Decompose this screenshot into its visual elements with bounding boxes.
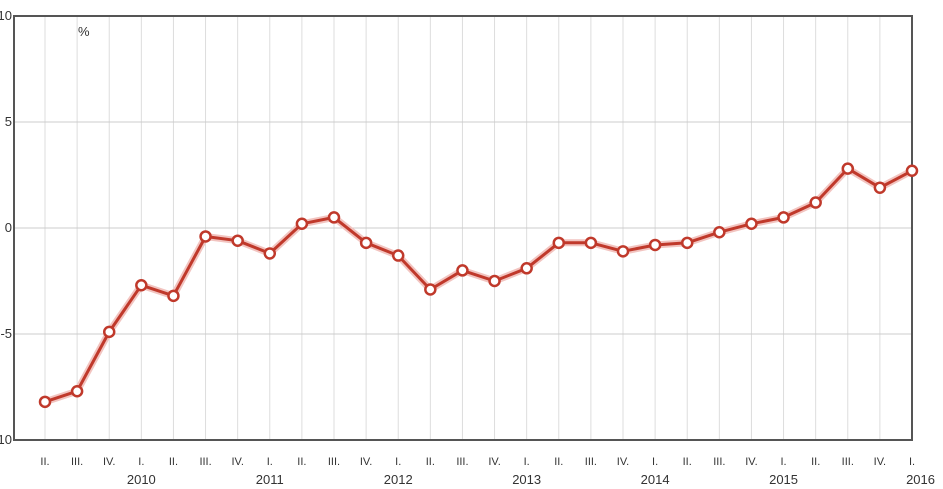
x-tick-label: III. [842,456,854,468]
x-tick-label: I. [395,456,401,468]
data-point [231,234,244,247]
data-point [102,325,116,339]
y-tick-label: -10 [0,432,12,447]
x-axis-year-ticks: 2010 2011 2012 2013 2014 2015 2016 [127,472,935,487]
data-point [424,283,437,296]
series-points [38,162,919,409]
x-tick-label: IV. [360,456,372,468]
data-point [327,211,341,224]
data-point [167,289,180,303]
data-point [552,236,566,250]
year-label: 2015 [769,472,798,487]
series-line [44,167,913,404]
data-point [745,217,758,231]
data-point [263,247,277,260]
year-label: 2011 [256,472,284,487]
series-line-group [43,165,914,406]
x-tick-label: III. [585,456,597,468]
data-point [456,264,469,277]
x-tick-label: I. [909,456,915,468]
year-label: 2014 [641,472,670,487]
data-point [648,238,662,252]
data-point [873,181,887,194]
x-tick-label: III. [328,456,340,468]
year-label: 2012 [384,472,413,487]
data-point [295,217,309,231]
data-point [809,196,822,209]
x-axis-quarter-ticks: II. III. IV. I. II. III. IV. I. II. III. IV. I. II. I… [40,456,915,468]
x-tick-label: III. [456,456,468,468]
data-point [841,162,855,175]
x-tick-label: I. [524,456,530,468]
x-tick-label: IV. [874,456,886,468]
x-tick-label: I. [138,456,144,468]
data-point [38,395,52,409]
x-tick-label: II. [554,456,563,468]
x-tick-label: II. [169,456,178,468]
x-tick-label: II. [297,456,306,468]
data-point [199,230,212,243]
y-tick-label: 5 [5,114,12,129]
data-point [680,236,694,250]
data-point [584,236,598,250]
x-tick-label: IV. [103,456,115,468]
y-axis-ticks: 10 5 0 -5 -10 [0,8,12,447]
y-tick-label: 10 [0,8,12,23]
x-tick-label: I. [267,456,273,468]
y-tick-label: -5 [0,326,12,341]
data-point [616,245,630,258]
data-point [70,384,84,398]
data-point [905,164,919,178]
data-point [713,225,726,239]
x-tick-label: III. [71,456,83,468]
x-tick-label: II. [811,456,820,468]
x-tick-label: III. [199,456,211,468]
x-tick-label: II. [426,456,435,468]
unit-label: % [78,24,90,39]
x-tick-label: I. [780,456,786,468]
data-point [488,274,501,288]
year-label: 2016 [906,472,935,487]
horizontal-gridlines [14,15,912,441]
year-label: 2010 [127,472,156,487]
plot-frame [13,15,913,441]
x-tick-label: II. [683,456,692,468]
x-tick-label: II. [40,456,49,468]
series-line-shadow [43,165,914,406]
x-tick-label: IV. [745,456,757,468]
data-point [520,262,533,275]
data-point [777,211,790,224]
data-point [391,249,405,262]
x-tick-label: IV. [488,456,500,468]
y-tick-label: 0 [5,220,12,235]
data-point [359,236,373,250]
data-point [135,278,148,292]
x-tick-label: IV. [231,456,243,468]
x-tick-label: III. [713,456,725,468]
year-label: 2013 [512,472,541,487]
x-tick-label: I. [652,456,658,468]
x-tick-label: IV. [617,456,629,468]
